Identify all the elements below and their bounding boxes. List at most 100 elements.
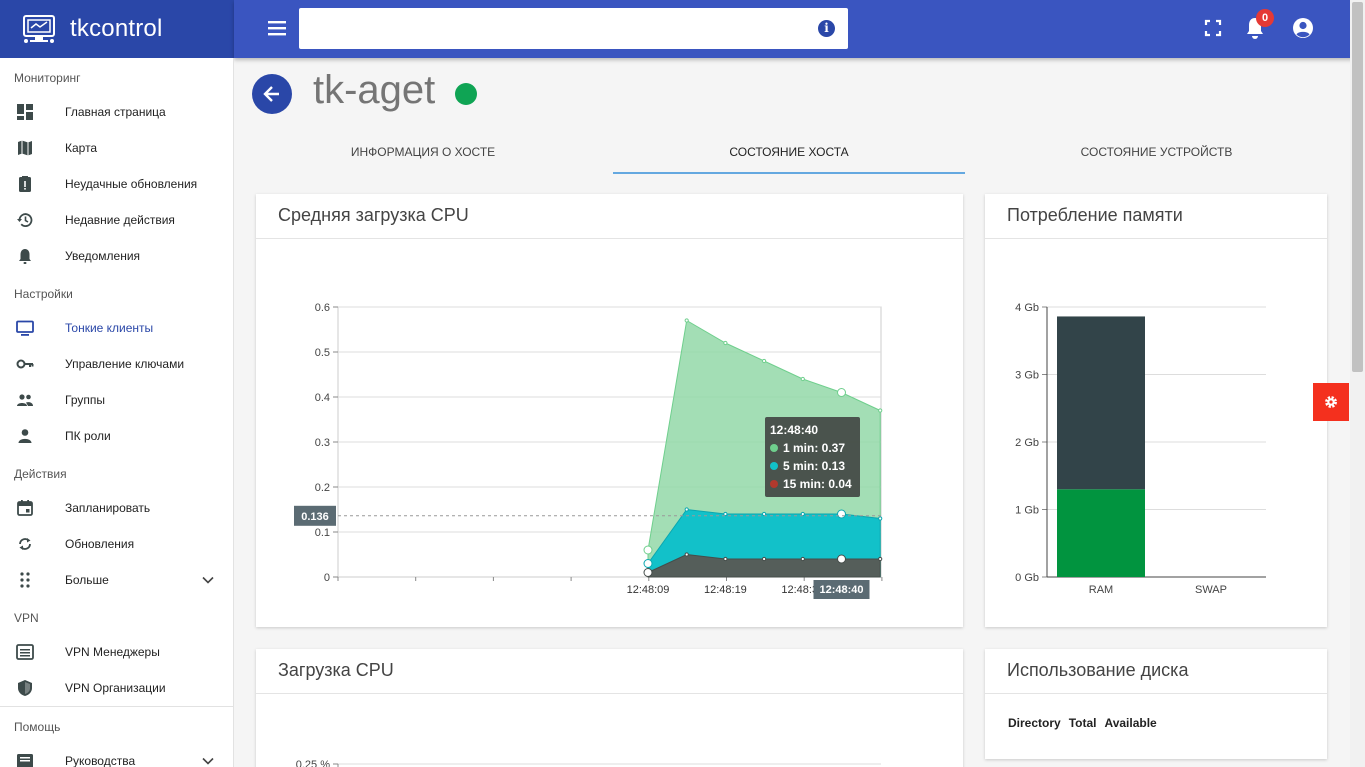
- chart-tooltip-dot: [770, 480, 778, 488]
- sidebar: Мониторинг Главная страница Карта Неудач…: [0, 58, 234, 767]
- sidebar-section-settings: Настройки: [14, 287, 73, 301]
- search-box: i: [299, 8, 848, 49]
- page-scrollbar[interactable]: [1350, 0, 1365, 767]
- arrow-left-icon: [263, 86, 279, 102]
- memory-chart[interactable]: 0 Gb 1 Gb 2 Gb 3 Gb 4 Gb RAM SWAP: [985, 239, 1327, 627]
- sidebar-item-label: Карта: [65, 141, 98, 155]
- sidebar-item-key-management[interactable]: Управление ключами: [0, 346, 233, 382]
- search-input[interactable]: [299, 8, 799, 49]
- sidebar-item-vpn-managers[interactable]: VPN Менеджеры: [0, 634, 233, 670]
- history-icon: [17, 213, 33, 227]
- chart-y-tick-label: 0: [324, 572, 330, 584]
- chart-point: [800, 556, 805, 562]
- cpu-load-chart[interactable]: 0 0.1 0.2 0.3 0.4 0.5 0.6 0.136 12:48:09 12:48:19…: [256, 239, 963, 627]
- memory-title: Потребление памяти: [985, 194, 1327, 239]
- chart-x-tick-label: 12:48:09: [627, 584, 670, 596]
- sidebar-item-label: VPN Организации: [65, 681, 166, 695]
- shield-icon: [18, 680, 32, 696]
- chart-bar-cache-RAM: [1057, 316, 1145, 490]
- chart-tooltip-time: 12:48:40: [770, 423, 818, 437]
- map-icon: [18, 140, 32, 156]
- cpu-load-title: Средняя загрузка CPU: [256, 194, 963, 239]
- dashboard-icon: [17, 104, 33, 120]
- sidebar-item-map[interactable]: Карта: [0, 130, 233, 166]
- chart-y-tick-label: 1 Gb: [1015, 505, 1039, 517]
- sidebar-item-label: Запланировать: [65, 501, 151, 515]
- chart-point: [684, 552, 689, 557]
- scrollbar-thumb[interactable]: [1352, 2, 1363, 372]
- sidebar-section-monitoring: Мониторинг: [14, 71, 81, 85]
- sidebar-section-help: Помощь: [14, 720, 61, 734]
- chart-point: [723, 511, 728, 517]
- chart-point: [878, 556, 883, 562]
- clipboard-alert-icon: [19, 176, 31, 192]
- calendar-icon: [17, 500, 33, 516]
- account-icon[interactable]: [1291, 16, 1315, 40]
- sidebar-item-schedule[interactable]: Запланировать: [0, 490, 233, 526]
- fullscreen-icon[interactable]: [1204, 19, 1222, 37]
- sidebar-item-failed-updates[interactable]: Неудачные обновления: [0, 166, 233, 202]
- dots-grid-icon: [20, 572, 30, 588]
- app-title: tkcontrol: [70, 15, 163, 42]
- info-icon[interactable]: i: [818, 20, 835, 37]
- chart-x-tick-label: RAM: [1089, 584, 1113, 596]
- sidebar-item-updates[interactable]: Обновления: [0, 526, 233, 562]
- group-icon: [17, 394, 33, 406]
- chart-point: [723, 556, 728, 562]
- chart-point: [723, 340, 728, 346]
- chart-point: [762, 511, 767, 517]
- host-tabs: ИНФОРМАЦИЯ О ХОСТЕ СОСТОЯНИЕ ХОСТА СОСТО…: [255, 132, 1330, 174]
- app-logo-bar[interactable]: tkcontrol: [0, 0, 234, 58]
- sidebar-item-groups[interactable]: Группы: [0, 382, 233, 418]
- menu-icon[interactable]: [266, 17, 288, 39]
- person-icon: [18, 429, 32, 443]
- chart-y-tick-label: 2 Gb: [1015, 437, 1039, 449]
- chart-point: [878, 516, 883, 521]
- sidebar-section-actions: Действия: [14, 467, 67, 481]
- book-icon: [17, 754, 33, 767]
- sidebar-item-label: Тонкие клиенты: [65, 321, 154, 335]
- sidebar-item-more[interactable]: Больше: [0, 562, 233, 598]
- sidebar-divider: [0, 706, 233, 707]
- chart-point: [643, 559, 653, 568]
- sidebar-item-notifications[interactable]: Уведомления: [0, 238, 233, 274]
- disk-column-directory: Directory: [1008, 716, 1061, 730]
- chart-point: [837, 509, 846, 519]
- sidebar-item-home[interactable]: Главная страница: [0, 94, 233, 130]
- chart-y-tick-label: 4 Gb: [1015, 302, 1039, 314]
- chart-y-tick-label: 0.2: [315, 482, 330, 494]
- cpu-usage-card: Загрузка CPU 0.25 %: [256, 649, 963, 767]
- chart-x-tick-label: 12:48:19: [704, 584, 747, 596]
- sidebar-item-pc-roles[interactable]: ПК роли: [0, 418, 233, 454]
- settings-fab[interactable]: [1313, 383, 1349, 421]
- chart-tooltip: [765, 417, 860, 497]
- sidebar-item-label: ПК роли: [65, 429, 111, 443]
- sidebar-item-label: Обновления: [65, 537, 135, 551]
- sidebar-item-recent-actions[interactable]: Недавние действия: [0, 202, 233, 238]
- chart-y-tick-label: 0.5: [315, 347, 330, 359]
- host-title: tk-aget: [313, 68, 436, 112]
- tab-host-state[interactable]: СОСТОЯНИЕ ХОСТА: [613, 132, 965, 174]
- sync-icon: [19, 538, 31, 550]
- chevron-down-icon[interactable]: [201, 573, 215, 587]
- chart-x-tick-label: SWAP: [1195, 584, 1227, 596]
- sidebar-item-guides[interactable]: Руководства: [0, 743, 233, 767]
- disk-usage-title: Использование диска: [985, 649, 1327, 694]
- chart-crosshair-x-label: 12:48:40: [819, 584, 863, 596]
- chart-y-tick-label: 3 Gb: [1015, 370, 1039, 382]
- disk-column-available: Available: [1104, 716, 1157, 730]
- tab-device-state[interactable]: СОСТОЯНИЕ УСТРОЙСТВ: [1080, 145, 1233, 159]
- chart-point: [762, 556, 767, 562]
- cpu-usage-chart[interactable]: 0.25 %: [256, 694, 963, 767]
- sidebar-item-vpn-organizations[interactable]: VPN Организации: [0, 670, 233, 706]
- disk-table-header: Directory Total Available: [1008, 716, 1157, 730]
- gear-icon: [1325, 396, 1337, 408]
- sidebar-item-thin-clients[interactable]: Тонкие клиенты: [0, 310, 233, 346]
- chevron-down-icon[interactable]: [201, 754, 215, 767]
- back-button[interactable]: [252, 74, 292, 114]
- sidebar-item-label: Больше: [65, 573, 109, 587]
- tab-host-info[interactable]: ИНФОРМАЦИЯ О ХОСТЕ: [350, 145, 496, 159]
- chart-point: [643, 568, 653, 577]
- notifications-badge: 0: [1256, 9, 1274, 27]
- disk-column-total: Total: [1068, 716, 1097, 730]
